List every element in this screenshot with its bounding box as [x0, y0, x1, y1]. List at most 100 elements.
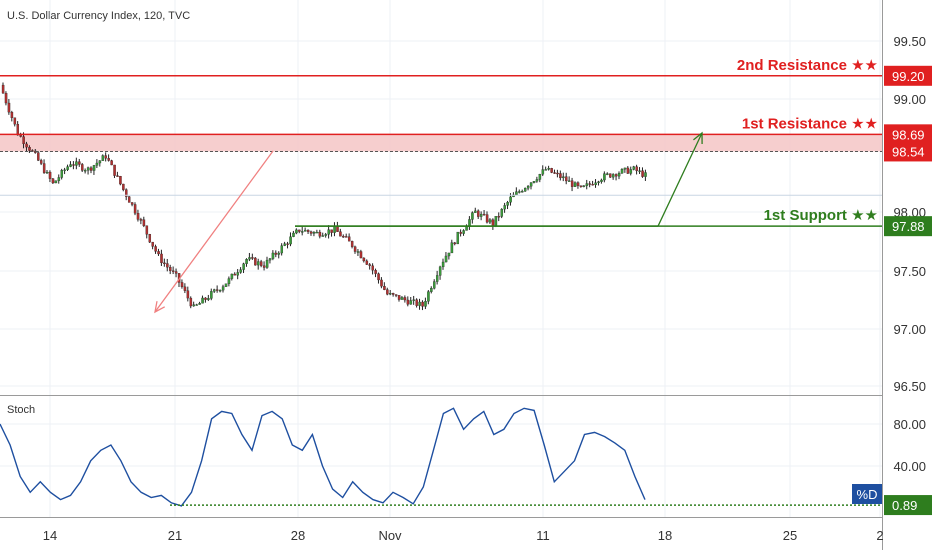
- x-tick-label: 14: [43, 528, 57, 543]
- candle-body: [485, 214, 489, 223]
- candle-body: [403, 297, 407, 301]
- candle-body: [7, 102, 11, 113]
- candle-body: [201, 297, 204, 304]
- x-tick-label: 2: [876, 528, 883, 543]
- candle-body: [268, 258, 272, 261]
- candle-body: [221, 286, 225, 291]
- candle-body: [89, 167, 93, 171]
- candle-body: [435, 275, 439, 282]
- candle-body: [81, 164, 84, 171]
- candle-body: [421, 301, 424, 307]
- candle-body: [547, 168, 550, 170]
- candle-body: [280, 245, 284, 254]
- candle-body: [19, 134, 22, 137]
- candle-body: [321, 235, 325, 237]
- candle-body: [327, 229, 330, 235]
- resistance-zone-layer: [0, 134, 882, 152]
- candle-body: [632, 166, 636, 170]
- stoch-layer: [0, 407, 882, 507]
- candle-body: [567, 180, 571, 182]
- candle-body: [579, 185, 583, 187]
- candle-body: [412, 299, 416, 301]
- candle-body: [441, 261, 445, 268]
- candle-body: [503, 205, 506, 210]
- price-tag-label: 99.20: [892, 69, 925, 84]
- candle-body: [617, 173, 621, 177]
- candle-body: [154, 246, 157, 252]
- candle-body: [180, 282, 184, 288]
- candle-body: [362, 257, 366, 262]
- candle-body: [303, 229, 307, 232]
- candle-body: [92, 165, 96, 171]
- candle-body: [60, 170, 64, 178]
- candle-body: [283, 243, 286, 246]
- candle-body: [57, 177, 61, 181]
- candle-body: [406, 299, 410, 305]
- candle-body: [609, 173, 612, 178]
- candle-body: [459, 231, 462, 234]
- candle-body: [25, 143, 28, 148]
- candle-body: [1, 84, 5, 94]
- candle-body: [365, 260, 369, 265]
- candle-body: [189, 297, 193, 307]
- candle-body: [207, 298, 210, 300]
- candle-body: [218, 289, 222, 292]
- candle-body: [509, 196, 512, 203]
- candle-body: [562, 176, 565, 179]
- candle-body: [532, 181, 536, 183]
- candle-body: [265, 259, 269, 268]
- candle-body: [262, 265, 266, 268]
- candle-body: [397, 295, 401, 300]
- candle-body: [133, 204, 137, 214]
- time-axis-labels: 14 21 28 Nov 11 18 25 2: [43, 528, 884, 543]
- candle-body: [462, 230, 465, 234]
- candle-body: [620, 169, 624, 174]
- candle-body: [588, 183, 592, 185]
- candle-body: [136, 213, 140, 220]
- stoch-value-label: 0.89: [892, 498, 917, 513]
- y-tick-label: 97.00: [893, 322, 926, 337]
- candle-body: [98, 160, 102, 164]
- candle-body: [523, 188, 527, 192]
- pullback-arrow-head: [154, 301, 166, 314]
- candle-body: [444, 255, 448, 263]
- candle-body: [298, 229, 301, 232]
- x-tick-label: 18: [658, 528, 672, 543]
- x-tick-label: 28: [291, 528, 305, 543]
- stoch-tick-label: 80.00: [893, 417, 926, 432]
- candle-body: [380, 279, 383, 287]
- candle-body: [75, 161, 78, 166]
- candle-body: [254, 257, 257, 266]
- level-label: 2nd Resistance ★★: [737, 57, 878, 74]
- candle-body: [430, 288, 433, 292]
- candle-body: [500, 208, 504, 217]
- candle-body: [353, 246, 357, 252]
- candle-body: [424, 301, 427, 307]
- candle-body: [86, 167, 90, 171]
- candle-body: [295, 229, 298, 234]
- candle-body: [169, 267, 172, 271]
- target-arrow-head: [693, 131, 703, 145]
- candle-body: [28, 147, 31, 151]
- stoch-series-label: %D: [857, 487, 878, 502]
- candle-body: [195, 304, 198, 306]
- candle-body: [635, 166, 638, 172]
- candle-body: [10, 111, 14, 118]
- candle-body: [101, 155, 105, 161]
- candle-body: [409, 300, 413, 305]
- candle-body: [171, 270, 175, 272]
- candle-body: [301, 231, 304, 233]
- candle-body: [125, 189, 128, 197]
- candle-body: [22, 136, 25, 145]
- candle-body: [597, 181, 600, 183]
- candle-body: [386, 289, 389, 295]
- candle-body: [521, 191, 524, 193]
- candle-body: [37, 152, 40, 161]
- candle-body: [292, 232, 295, 237]
- candle-body: [204, 297, 207, 300]
- candle-body: [350, 241, 354, 247]
- candle-body: [242, 263, 245, 270]
- candle-body: [368, 264, 372, 266]
- candle-body: [95, 162, 99, 166]
